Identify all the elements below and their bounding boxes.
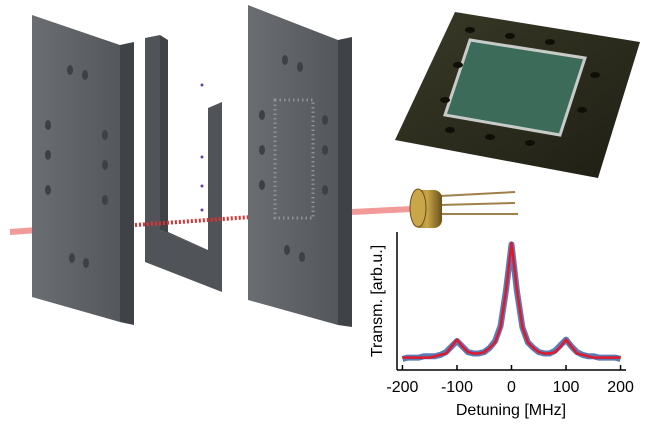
figure: -200 -100 0 100 200 Transm. [arb.u.] Detunin… [0,0,654,427]
y-axis-label: Transm. [arb.u.] [369,245,386,357]
leads [440,192,518,214]
series-line [402,244,620,359]
u-spacer-side [160,35,208,250]
to-can-face [410,189,426,227]
illustration [10,5,640,327]
x-tick-label: -200 [386,379,418,396]
x-axis-label: Detuning [MHz] [456,402,566,419]
plate-side [338,37,352,327]
chart: -200 -100 0 100 200 [386,232,634,396]
x-tick-label: 0 [507,379,516,396]
x-tick-label: 200 [607,379,634,396]
atoms [201,84,204,212]
plate-side [120,42,134,325]
plate [248,5,338,325]
x-tick-label: -100 [441,379,473,396]
u-spacer [145,35,222,292]
laser-beam [352,209,412,212]
x-tick-label: 100 [553,379,580,396]
